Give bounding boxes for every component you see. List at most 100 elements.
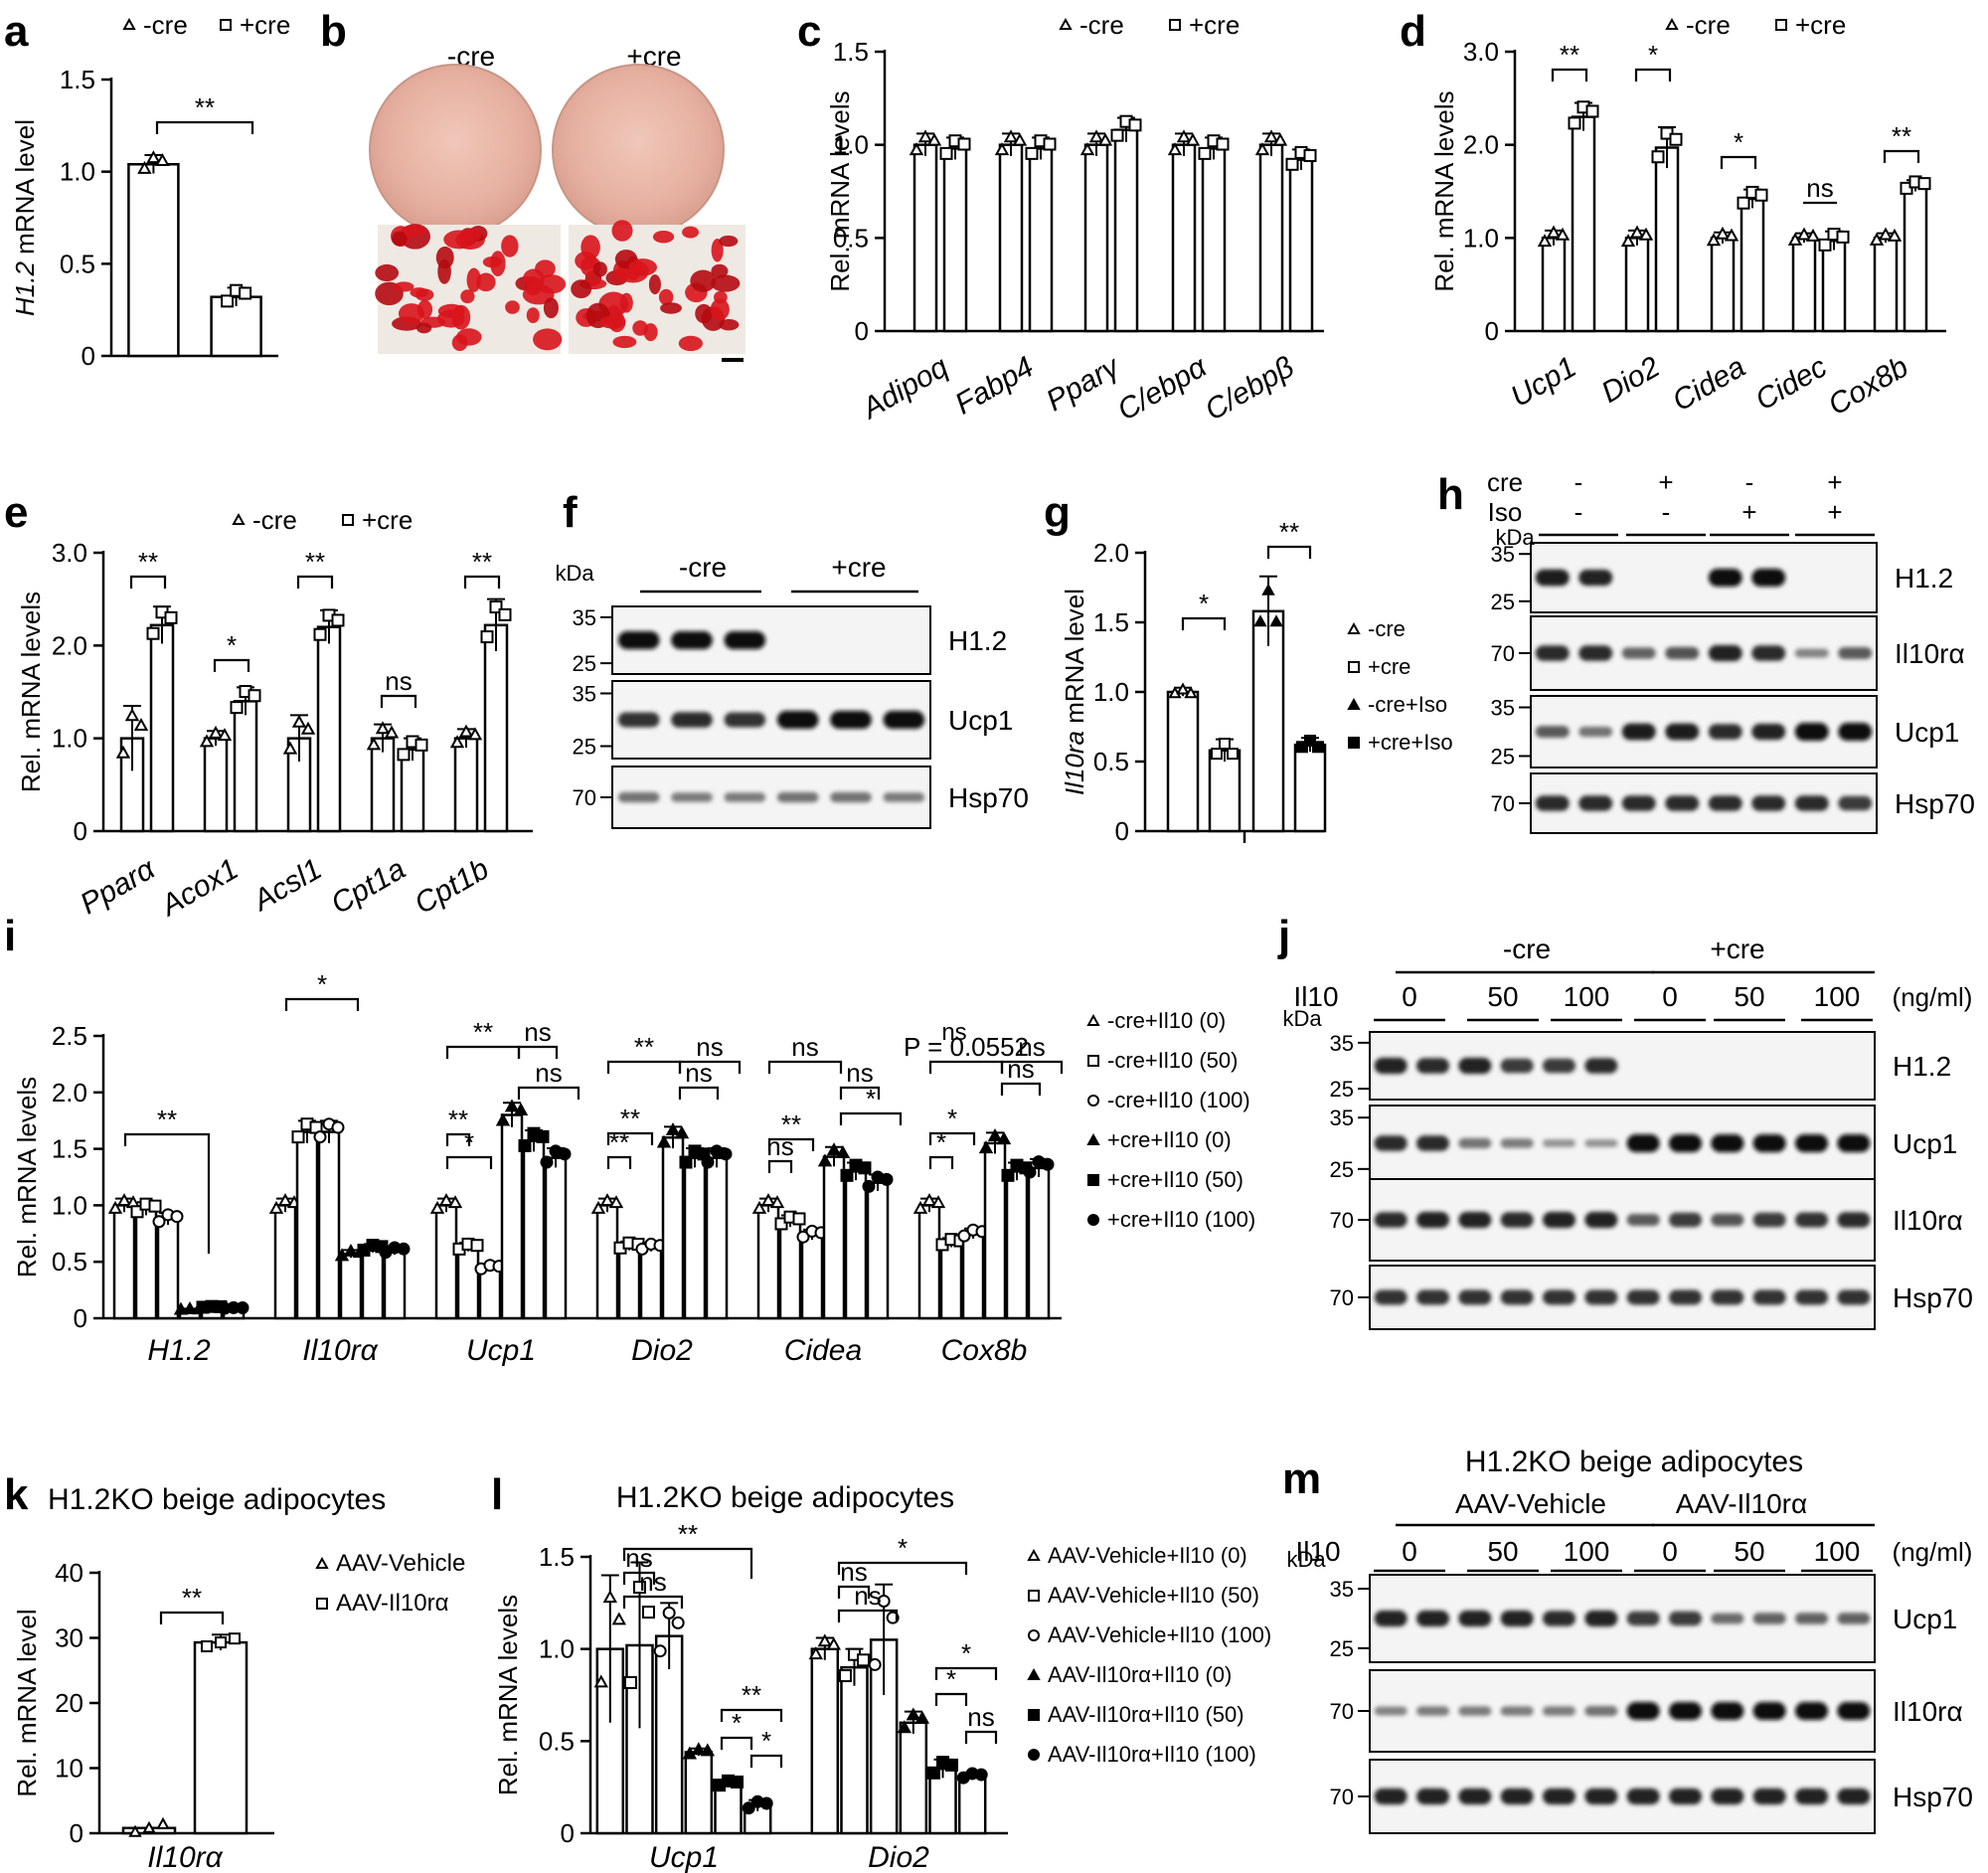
data-point (130, 1205, 144, 1219)
y-tick-label: 0 (855, 316, 869, 346)
chart-title: H1.2KO beige adipocytes (616, 1481, 954, 1514)
data-point (300, 721, 316, 735)
bracket-line (213, 658, 250, 672)
blot-group-label: -cre (679, 552, 727, 583)
legend-marker (1028, 1629, 1040, 1641)
unit-label: (ng/ml) (1893, 1537, 1973, 1567)
lipid-droplet (678, 335, 703, 352)
blot-band (1578, 726, 1613, 738)
blot-band (1838, 723, 1873, 741)
significance-label: ** (472, 547, 492, 577)
bar (478, 1266, 502, 1320)
bracket-line (129, 575, 167, 589)
blot-band (671, 792, 713, 802)
lipid-droplet (571, 279, 592, 299)
lipid-droplet (505, 300, 520, 314)
western-blot-blot_j: H1.2 35 25 Ucp1 35 25 Il10rα 70 Hsp70 70 (1330, 1031, 1973, 1330)
condition-value: - (1662, 497, 1671, 527)
x-tick-label: Ucp1 (1505, 350, 1581, 414)
data-point (769, 1195, 785, 1209)
significance-label: * (961, 1638, 971, 1668)
bracket-line (934, 1692, 968, 1706)
lipid-droplet (660, 302, 682, 314)
data-point (248, 689, 261, 703)
blot-band (1458, 1788, 1492, 1805)
legend-marker (1169, 19, 1181, 31)
data-point (1254, 142, 1270, 156)
significance-bracket: ** (622, 1519, 753, 1579)
data-point (1303, 149, 1317, 163)
dose-label: 0 (1662, 981, 1678, 1012)
blot-membrane (1369, 1031, 1876, 1101)
bar (1710, 237, 1736, 333)
data-point (760, 1193, 776, 1207)
data-point (558, 1147, 572, 1161)
data-point (107, 1200, 123, 1214)
blot-group-label: -cre (1503, 934, 1551, 964)
kda-marker-label: 35 (1330, 1106, 1354, 1130)
bar (998, 143, 1024, 333)
significance-label: ** (448, 1105, 468, 1134)
panel-letter-j: j (1277, 912, 1290, 960)
blot-membrane (1369, 1669, 1876, 1753)
blot-band (1711, 1788, 1744, 1805)
panel-letter-c: c (797, 7, 821, 56)
blot-band (1542, 1611, 1576, 1626)
significance-label: ** (1279, 517, 1299, 547)
legend-label: +cre+Il10 (50) (1107, 1167, 1243, 1192)
lipid-droplet (460, 289, 475, 304)
blot-band (1584, 1058, 1618, 1074)
lipid-droplet (599, 315, 626, 329)
bar (1571, 115, 1596, 333)
bar (1541, 237, 1567, 333)
legend-label: +cre+Il10 (0) (1107, 1127, 1232, 1152)
lipid-droplet (436, 309, 465, 328)
significance-bracket: ** (129, 547, 167, 589)
data-point (1836, 230, 1850, 244)
blot-band (1458, 1211, 1492, 1229)
blot-membrane (611, 766, 931, 829)
data-point (1878, 227, 1894, 241)
bracket-line (606, 1155, 632, 1169)
lipid-droplet (398, 303, 424, 324)
blot-panel-f: H1.2 35 25 Ucp1 35 25 Hsp70 70 kDa -cre +cre (555, 552, 1029, 829)
condition-value: - (1574, 497, 1583, 527)
kda-header: kDa (1495, 525, 1535, 550)
blot-band (1668, 1134, 1703, 1152)
dose-label: 100 (1564, 981, 1610, 1012)
condition-value: + (1741, 497, 1756, 527)
lipid-droplet (719, 235, 739, 248)
data-point (470, 1239, 484, 1253)
blot-band (1751, 723, 1786, 741)
significance-bracket: * (934, 1638, 998, 1680)
significance-bracket: * (928, 1104, 976, 1145)
bracket-line (720, 1708, 783, 1722)
blot-protein-label: H1.2 (1893, 1051, 1951, 1082)
blot-band (1415, 1706, 1450, 1716)
blot-band (1458, 1610, 1492, 1627)
data-point (926, 132, 942, 146)
significance-label: ns (846, 1058, 873, 1088)
blot-protein-label: Ucp1 (948, 705, 1013, 736)
x-tick-label: Pparγ (1041, 349, 1126, 418)
significance-label: ns (535, 1058, 562, 1088)
bracket-line (622, 1547, 753, 1579)
significance-bracket: ** (767, 1109, 815, 1151)
chart-panel-l: H1.2KO beige adipocytes 0 0.5 1.0 1.5 Rel. mR… (493, 1481, 1271, 1873)
data-point (1043, 137, 1057, 151)
blot-membrane (611, 605, 931, 675)
blot-band (724, 792, 766, 802)
bar (961, 1232, 985, 1320)
x-tick-labels: Ucp1 Dio2 (649, 1841, 929, 1873)
data-point (1805, 228, 1821, 242)
data-point (599, 1193, 615, 1207)
bracket-line (767, 1159, 793, 1173)
blot-band (1584, 1788, 1618, 1805)
y-tick-label: 30 (55, 1623, 83, 1653)
bracket-line (1000, 1060, 1064, 1074)
x-tick-label: Cidec (1750, 350, 1833, 417)
blot-band (1621, 647, 1656, 659)
blot-band (1374, 1706, 1408, 1716)
significance-bracket: ** (159, 1583, 225, 1624)
bracket-line (463, 575, 501, 589)
